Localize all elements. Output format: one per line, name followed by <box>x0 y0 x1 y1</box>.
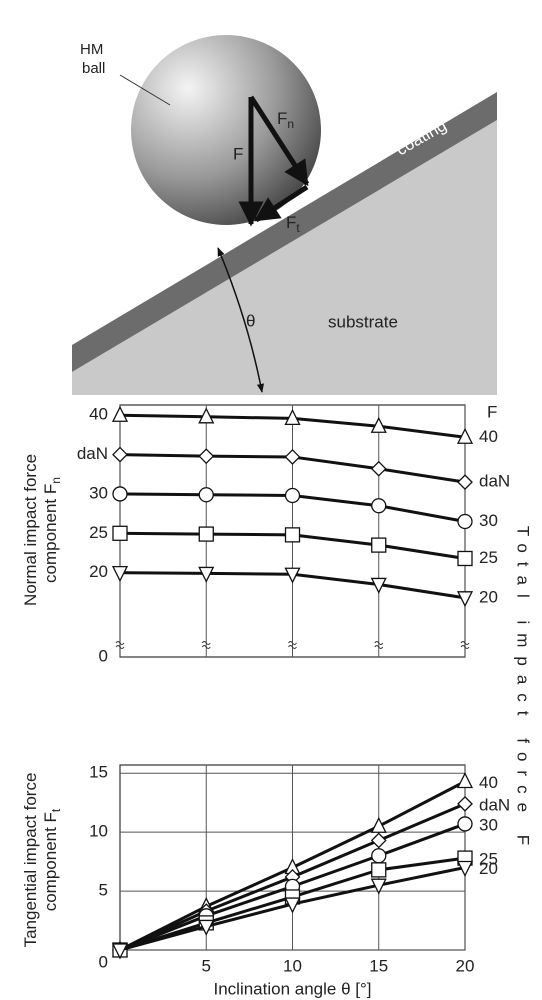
label-sub: t <box>296 221 300 235</box>
marker <box>370 816 387 833</box>
x-tick-label: 20 <box>456 956 475 975</box>
axis-break <box>288 641 297 649</box>
marker <box>456 427 474 444</box>
series-label: 30 <box>479 511 498 530</box>
series-label: 25 <box>479 548 498 567</box>
y-tick-label: 0 <box>99 952 108 971</box>
y-tick-label: 25 <box>89 523 108 542</box>
ball-pointer <box>119 74 171 106</box>
y-axis-label-line: component F <box>41 812 60 911</box>
y-tick-label: 0 <box>99 646 108 665</box>
series-label: daN <box>479 795 510 814</box>
label-main: F <box>286 213 296 232</box>
y-tick-label: 5 <box>99 881 108 900</box>
marker <box>456 591 474 608</box>
marker <box>370 832 387 849</box>
marker <box>371 862 387 878</box>
y-axis-label-line: Normal impact force <box>21 454 40 606</box>
x-tick-label: 5 <box>202 956 211 975</box>
substrate-shape <box>72 120 497 395</box>
marker <box>111 565 129 583</box>
marker <box>112 486 128 502</box>
marker <box>198 566 215 583</box>
normal-force-arrow <box>248 95 310 187</box>
label-sub: n <box>287 117 294 131</box>
marker <box>112 446 128 463</box>
marker <box>456 772 474 789</box>
marker <box>371 498 387 514</box>
y-axis-label: Normal impact forcecomponent Fn <box>21 454 63 606</box>
x-tick-label: 15 <box>369 956 388 975</box>
ball-label: ball <box>82 60 105 77</box>
series-label: daN <box>479 472 510 491</box>
y-axis-label-sub: n <box>49 477 63 484</box>
marker <box>198 448 215 465</box>
marker <box>370 460 387 477</box>
marker <box>456 860 474 877</box>
y-axis-label-line: Tangential impact force <box>21 773 40 948</box>
marker <box>198 407 215 424</box>
series-label: 30 <box>479 815 498 834</box>
label-main: F <box>277 109 287 128</box>
shared-y-label: Total impact force F <box>514 526 533 854</box>
marker <box>198 487 214 503</box>
marker <box>371 848 387 864</box>
marker <box>457 550 473 567</box>
marker <box>284 897 301 914</box>
coating-shape <box>72 92 497 372</box>
marker <box>284 527 301 543</box>
ball-shape <box>131 35 321 225</box>
marker <box>198 919 215 936</box>
series-label: 20 <box>479 859 498 878</box>
marker <box>370 878 387 895</box>
marker <box>112 525 128 541</box>
tangential-force-label: Ft <box>286 213 300 235</box>
marker <box>111 943 129 960</box>
y-axis-label: Tangential impact forcecomponent Ft <box>21 773 63 948</box>
tangential-force-arrow <box>253 184 309 223</box>
marker <box>198 526 214 542</box>
y-tick-label: daN <box>77 444 108 463</box>
marker <box>457 513 473 530</box>
series-label: 40 <box>479 773 498 792</box>
y-tick-label: 15 <box>89 763 108 782</box>
x-axis-label: Inclination angle θ [°] <box>213 979 371 998</box>
normal-force-label: Fn <box>277 109 294 131</box>
marker <box>370 416 387 433</box>
marker <box>370 577 387 594</box>
axis-break <box>115 641 125 649</box>
axis-break <box>201 641 211 649</box>
legend-title: F <box>487 402 497 421</box>
marker <box>284 567 301 584</box>
substrate-label: substrate <box>328 312 398 331</box>
angle-arc <box>217 247 264 393</box>
y-tick-label: 20 <box>89 562 108 581</box>
marker <box>371 537 387 553</box>
marker <box>457 795 473 812</box>
x-tick-label: 10 <box>283 956 302 975</box>
marker <box>284 408 301 426</box>
series-label: 20 <box>479 587 498 606</box>
y-tick-label: 40 <box>89 405 108 424</box>
y-axis-label-sub: t <box>49 808 63 812</box>
marker <box>284 487 301 504</box>
hm-label: HM <box>80 41 103 58</box>
y-tick-label: 10 <box>89 822 108 841</box>
series-label: 40 <box>479 427 498 446</box>
force-label: F <box>233 144 243 163</box>
theta-label: θ <box>246 311 255 330</box>
marker <box>284 449 301 465</box>
series-label: 25 <box>479 850 498 869</box>
marker <box>457 474 473 491</box>
marker <box>111 405 129 422</box>
y-tick-label: 30 <box>89 483 108 502</box>
marker <box>457 816 473 832</box>
y-axis-label-line: component F <box>41 484 60 583</box>
diagram: HM ball F Fn Ft coating θ substrate <box>72 35 497 395</box>
axis-break <box>460 641 470 649</box>
axis-break <box>374 641 384 649</box>
